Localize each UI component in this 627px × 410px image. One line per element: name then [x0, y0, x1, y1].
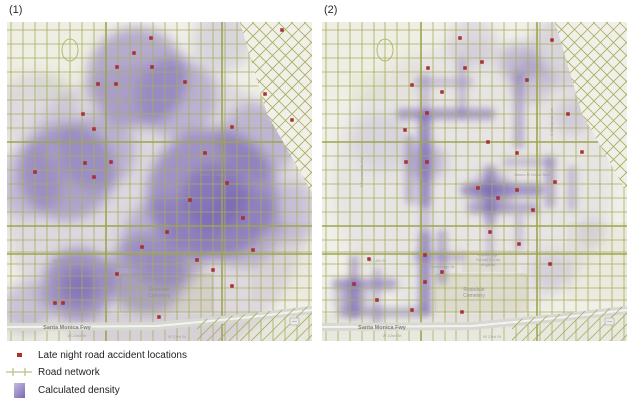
legend-label-accidents: Late night road accident locations: [38, 349, 187, 361]
svg-text:S Mariposa Ave: S Mariposa Ave: [549, 107, 554, 136]
svg-text:Rosedale: Rosedale: [148, 287, 169, 293]
svg-text:Cemetery: Cemetery: [148, 293, 170, 299]
svg-text:W 23rd St: W 23rd St: [168, 334, 187, 339]
density-gradient-icon: [13, 383, 25, 398]
legend-label-density: Calculated density: [38, 385, 120, 396]
legend-item-accidents: Late night road accident locations: [0, 348, 187, 362]
svg-text:Cemetery: Cemetery: [463, 293, 485, 299]
svg-text:James M Wood Blvd: James M Wood Blvd: [199, 172, 236, 177]
svg-text:W 22nd St: W 22nd St: [383, 333, 403, 338]
density-swatch-marker: [0, 383, 38, 398]
svg-text:W 23rd St: W 23rd St: [483, 334, 502, 339]
svg-text:Santa Monica Fwy: Santa Monica Fwy: [358, 325, 407, 331]
svg-text:Santa Monica Fwy: Santa Monica Fwy: [43, 325, 92, 331]
svg-text:S Normandie Ave: S Normandie Ave: [359, 156, 364, 188]
svg-text:Cambridge St: Cambridge St: [115, 264, 140, 269]
road-line-icon: [6, 368, 32, 376]
svg-text:S Vermont Ave: S Vermont Ave: [418, 126, 423, 153]
legend-item-density: Calculated density: [0, 382, 120, 399]
accident-dot-icon: [16, 353, 22, 357]
svg-text:S Vermont Ave: S Vermont Ave: [103, 126, 108, 153]
legend-item-road-network: Road network: [0, 365, 100, 379]
svg-text:James M Wood Blvd: James M Wood Blvd: [514, 172, 551, 177]
svg-text:S Mariposa Ave: S Mariposa Ave: [234, 107, 239, 136]
svg-text:Cambridge St: Cambridge St: [430, 264, 455, 269]
svg-text:Angeles: Angeles: [166, 262, 180, 267]
svg-text:Loyola High: Loyola High: [162, 252, 183, 257]
svg-text:W 14th St: W 14th St: [368, 258, 386, 263]
svg-text:Loyola High: Loyola High: [477, 252, 498, 257]
svg-text:W 22nd St: W 22nd St: [68, 333, 88, 338]
map-panel-point-density: Santa Monica Fwy Rosedale Cemetery Loyola H…: [7, 22, 312, 341]
panel-1-label: (1): [9, 4, 23, 16]
panel-2-label: (2): [324, 4, 338, 16]
svg-text:S Normandie Ave: S Normandie Ave: [44, 156, 49, 188]
svg-text:Rosedale: Rosedale: [463, 287, 484, 293]
road-network-marker: [0, 367, 38, 377]
svg-text:School of Los: School of Los: [161, 257, 185, 262]
map-panel-network-density: Santa Monica Fwy Rosedale Cemetery Loyola H…: [322, 22, 627, 341]
svg-text:Angeles: Angeles: [481, 262, 495, 267]
accident-point-marker: [0, 353, 38, 357]
svg-text:W 14th St: W 14th St: [53, 258, 71, 263]
legend-label-road-network: Road network: [38, 366, 100, 378]
svg-text:School of Los: School of Los: [476, 257, 500, 262]
